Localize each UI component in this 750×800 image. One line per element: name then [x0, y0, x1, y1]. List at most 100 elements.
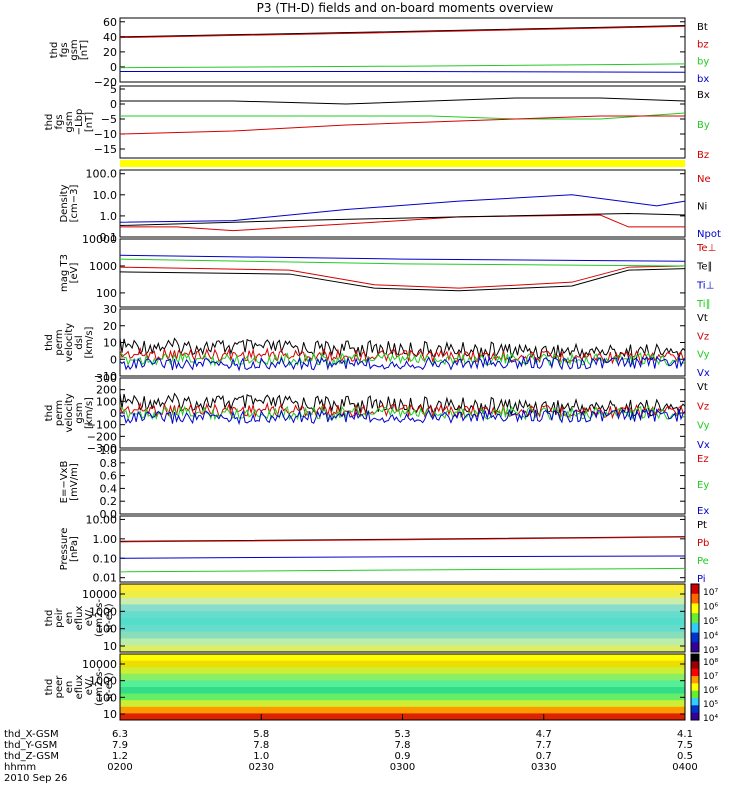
- spectrogram-band: [120, 660, 685, 668]
- spectrogram-band: [120, 584, 685, 592]
- spectrogram-band: [120, 624, 685, 633]
- spectrogram-band: [120, 604, 685, 612]
- colorbar-segment: [691, 642, 699, 653]
- series-line-Ti∥: [119, 258, 686, 267]
- y-axis-label-line: dsl: [74, 335, 85, 349]
- panel-efield: 1.00.80.60.40.20.0 E=−VxB [mV/m] Ez Ey Ex: [59, 444, 709, 521]
- x-axis-value: 4.1: [677, 729, 693, 740]
- x-axis-row-label: thd_Z-GSM: [4, 751, 59, 762]
- spectrogram-band: [120, 654, 685, 662]
- y-tick-label: 10000: [82, 233, 117, 246]
- spectrogram-band: [120, 611, 685, 619]
- series-line-Pi: [119, 555, 686, 559]
- legend-entry: Ez: [697, 454, 709, 465]
- y-axis-label-line: [nT]: [84, 112, 95, 132]
- y-axis-label-line: gsm: [64, 111, 75, 132]
- legend-entry: Pi: [697, 574, 706, 585]
- x-axis-value: 0.9: [395, 751, 411, 762]
- y-tick-label: −300: [87, 442, 117, 455]
- y-tick-label: −10: [94, 128, 117, 141]
- y-axis-label-line: en: [64, 681, 75, 694]
- y-tick-label: −15: [94, 143, 117, 156]
- panel-fgs-dsl: 5 0 −5 −10 −15 thd fgs gsm −Lbp [nT] Bx By Bz: [44, 83, 710, 161]
- y-tick-label: 0.01: [93, 572, 118, 585]
- y-axis-label-line: thd: [44, 610, 55, 627]
- colorbar-segment: [691, 705, 699, 714]
- x-axis-value: 0400: [672, 762, 697, 773]
- y-tick-label: 300: [96, 372, 117, 385]
- legend-entry: Vy: [697, 421, 710, 432]
- x-axis-value: 5.8: [253, 729, 269, 740]
- series-line-Vz: [119, 346, 686, 365]
- y-axis-label-line: perm: [54, 400, 65, 426]
- panel-perm-velocity-dsl: 30 20 10 0 −10 thd perm velocity dsl [km/s] Vt Vz Vy…: [44, 303, 710, 383]
- y-tick-label: 0.2: [100, 495, 118, 508]
- panel-frame: [119, 85, 686, 159]
- y-tick-label: 0: [110, 353, 117, 366]
- y-axis-label-line: [eV]: [69, 263, 80, 284]
- legend-entry: Bt: [697, 22, 708, 33]
- y-axis-label-line: Density: [59, 184, 70, 222]
- state-bar: [120, 160, 685, 167]
- y-axis-label-line: [km/s]: [84, 326, 95, 358]
- series-line-Ti⊥: [119, 254, 686, 262]
- series-line-Bx: [120, 97, 686, 105]
- x-axis-value: 7.8: [253, 740, 269, 751]
- y-tick-label: 0.10: [93, 552, 118, 565]
- legend-entry: Ti⊥: [696, 280, 714, 291]
- y-axis-label-line: sr-eV): [104, 603, 115, 632]
- legend-entry: Bz: [697, 150, 709, 161]
- y-axis-label-line: perm: [54, 329, 65, 355]
- panel-frame: [119, 308, 686, 377]
- y-axis-label-line: E=−VxB: [59, 461, 70, 504]
- y-axis-label-line: en: [64, 612, 75, 625]
- series-line-Bz: [119, 115, 685, 135]
- legend-entry: Vy: [697, 350, 710, 361]
- y-axis-label: Pressure [nPa]: [59, 528, 80, 571]
- colorbar-tick-label: 10⁴: [703, 632, 718, 642]
- colorbar-tick-label: 10⁵: [703, 617, 718, 627]
- y-axis-label-line: gsm: [69, 39, 80, 60]
- y-axis-label-line: peer: [54, 675, 65, 699]
- colorbar-segment: [691, 632, 699, 643]
- spectrogram-band: [120, 667, 685, 675]
- figure-title: P3 (TH-D) fields and on-board moments ov…: [257, 1, 554, 15]
- colorbar-segment: [691, 654, 699, 662]
- x-axis-value: 1.0: [253, 751, 269, 762]
- spectrogram-band: [120, 597, 685, 605]
- y-tick-label: 10000: [82, 588, 117, 601]
- legend-entry: Ey: [697, 480, 709, 491]
- x-axis-value: 7.8: [395, 740, 411, 751]
- colorbar-segment: [691, 622, 699, 634]
- y-tick-label: 200: [96, 384, 117, 397]
- colorbar-segment: [691, 613, 699, 624]
- legend-entry: Ni: [697, 202, 707, 213]
- panel-frame: [119, 17, 686, 83]
- colorbar-frame: [690, 583, 700, 653]
- y-axis-label-line: fgs: [59, 42, 70, 57]
- panel-peer-spectrogram: 10⁸ 10⁷ 10⁶ 10⁵ 10⁴ 10000 1000 100 10 thd peer en ef…: [44, 653, 718, 724]
- legend-entry: Ne: [697, 174, 711, 185]
- x-axis-row-label: thd_Y-GSM: [4, 740, 57, 751]
- y-tick-label: 100: [96, 623, 117, 636]
- y-axis-label: thd fgs gsm −Lbp [nT]: [44, 109, 95, 136]
- x-axis-value: 4.7: [536, 729, 552, 740]
- spectrogram-band: [120, 706, 685, 714]
- legend-entry: Bx: [697, 90, 710, 101]
- panel-density: 100.0 10.0 1.0 0.1 Density [cm−3] Ne Ni Npot: [59, 168, 721, 244]
- series-line-Vz: [119, 401, 686, 420]
- y-tick-label: −5: [101, 113, 117, 126]
- y-tick-label: 30: [103, 303, 117, 316]
- y-tick-label: 1.0: [100, 444, 118, 457]
- legend-entry: Vz: [697, 331, 709, 342]
- colorbar-segment: [691, 698, 699, 706]
- x-axis-value: 0330: [531, 762, 556, 773]
- y-axis-label-line: gsm: [74, 402, 85, 423]
- panel-fgs-gsm: 60 40 20 0 −20 thd fgs gsm [nT] Bt bz by bx: [49, 16, 709, 89]
- colorbar: 10⁷ 10⁶ 10⁵ 10⁴ 10³: [690, 583, 718, 656]
- y-tick-label: 1000: [89, 260, 117, 273]
- spectrogram-band: [120, 700, 685, 708]
- y-axis-label-line: eV/: [84, 609, 95, 626]
